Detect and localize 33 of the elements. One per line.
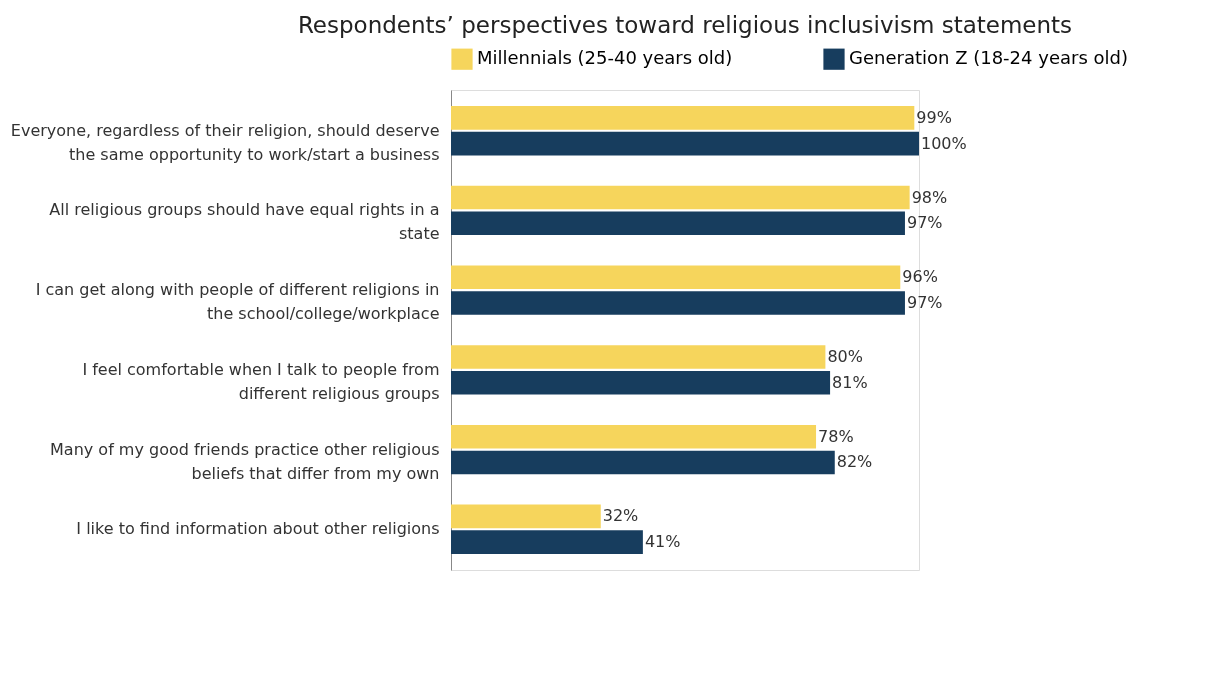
bar [451,105,915,130]
chart-title: Respondents’ perspectives toward religious inclusivism statements [297,12,1073,38]
bar [451,504,601,529]
data-label: 78% [818,426,854,446]
data-label: 96% [902,267,938,287]
y-tick-label: All religious groups should have equal rights in a state [49,200,440,244]
y-tick-label: I like to find information about other religions [76,519,440,539]
data-label: 81% [832,372,868,392]
data-label: 99% [916,107,952,127]
y-tick-label: I can get along with people of different religions in the school/college/workplace [35,280,440,324]
y-tick-label: Many of my good friends practice other religious beliefs that differ from my own [50,439,440,483]
data-label: 41% [644,532,681,552]
legend-label: Millennials (25-40 years old) [477,47,733,69]
data-label: 100% [921,133,967,153]
bar [451,291,905,315]
bar [451,211,905,236]
legend-label: Generation Z (18-24 years old) [849,47,1128,69]
data-label: 82% [836,452,873,472]
bar [451,345,826,369]
y-tick-label: Everyone, regardless of their religion, should deserve the same opportunity to work/start a business [10,120,440,164]
bar [451,131,919,156]
data-label: 97% [906,213,943,233]
data-label: 97% [906,293,943,313]
data-label: 80% [827,346,863,366]
bar [451,424,817,449]
data-label: 98% [911,187,948,207]
bar [451,370,831,395]
y-tick-label: I feel comfortable when I talk to people from different religious groups [82,359,440,403]
bar [451,530,643,555]
bar [451,185,910,210]
data-label: 32% [602,506,639,526]
bar [451,450,835,475]
bar [451,265,901,290]
